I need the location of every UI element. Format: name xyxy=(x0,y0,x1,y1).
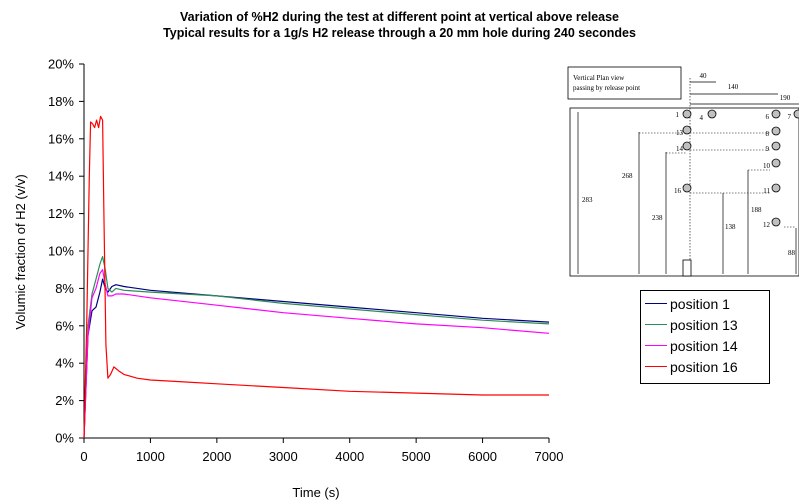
legend-item: position 14 xyxy=(641,335,769,356)
x-axis-title: Time (s) xyxy=(292,485,339,500)
x-tick-label: 7000 xyxy=(535,449,564,464)
dim-label-140: 140 xyxy=(728,83,739,91)
x-axis-ticks: 0 1000 2000 3000 4000 5000 6000 7000 xyxy=(80,438,563,464)
x-tick-label: 6000 xyxy=(468,449,497,464)
chart-subtitle: Typical results for a 1g/s H2 release th… xyxy=(163,26,636,40)
point-label-11: 11 xyxy=(763,187,770,195)
point-label-4: 4 xyxy=(700,114,704,122)
sensor-point-8 xyxy=(771,126,781,136)
dim-label-138: 138 xyxy=(725,223,736,231)
series-line-1 xyxy=(83,278,550,439)
y-tick-label: 14% xyxy=(48,169,74,184)
sensor-point-10 xyxy=(771,158,781,168)
plot-frame xyxy=(83,64,549,439)
sensor-point-4 xyxy=(707,109,717,119)
y-axis-title: Volumic fraction of H2 (v/v) xyxy=(13,174,28,329)
point-label-6: 6 xyxy=(766,113,770,121)
point-label-8: 8 xyxy=(766,130,770,138)
dim-label-88: 88 xyxy=(788,249,796,257)
dim-label-190: 190 xyxy=(780,94,791,102)
release-nozzle xyxy=(682,259,692,277)
x-tick-label: 1000 xyxy=(136,449,165,464)
y-tick-label: 2% xyxy=(55,393,74,408)
sensor-point-6 xyxy=(771,109,781,119)
legend: position 1 position 13 position 14 position… xyxy=(640,290,770,384)
dim-label-40: 40 xyxy=(700,72,708,80)
chart-title-block: Variation of %H2 during the test at diff… xyxy=(0,9,799,41)
chart-title: Variation of %H2 during the test at diff… xyxy=(180,10,619,24)
series-line-3 xyxy=(83,269,550,439)
x-tick-label: 4000 xyxy=(335,449,364,464)
dim-label-268: 268 xyxy=(622,172,633,180)
inset-label-line2: passing by release point xyxy=(573,84,640,92)
y-tick-label: 16% xyxy=(48,131,74,146)
dim-label-283: 283 xyxy=(582,196,593,204)
point-label-16: 16 xyxy=(674,187,682,195)
legend-swatch xyxy=(645,345,667,346)
point-label-7: 7 xyxy=(788,113,792,121)
point-label-10: 10 xyxy=(763,162,771,170)
x-tick-label: 5000 xyxy=(402,449,431,464)
sensor-point-11 xyxy=(771,183,781,193)
x-tick-label: 0 xyxy=(80,449,87,464)
x-tick-label: 3000 xyxy=(269,449,298,464)
sensor-point-12 xyxy=(771,217,781,227)
series-line-2 xyxy=(83,256,550,439)
y-tick-label: 20% xyxy=(48,57,74,72)
series-group xyxy=(83,115,550,439)
legend-label: position 1 xyxy=(670,295,730,312)
legend-swatch xyxy=(645,303,667,304)
y-tick-label: 0% xyxy=(55,431,74,446)
y-axis-ticks: 0% 2% 4% 6% 8% 10% 12% 14% 16% 18% 20% xyxy=(48,57,84,446)
y-tick-label: 6% xyxy=(55,318,74,333)
inset-diagram: Vertical Plan view passing by release po… xyxy=(567,66,799,277)
y-tick-label: 4% xyxy=(55,356,74,371)
point-label-1: 1 xyxy=(676,111,680,119)
legend-item: position 16 xyxy=(641,356,769,377)
y-tick-label: 18% xyxy=(48,94,74,109)
dim-label-238: 238 xyxy=(652,214,663,222)
y-tick-label: 12% xyxy=(48,206,74,221)
dim-label-188: 188 xyxy=(751,206,762,214)
sensor-point-13 xyxy=(682,125,692,135)
legend-label: position 16 xyxy=(670,358,738,375)
point-label-14: 14 xyxy=(676,145,684,153)
x-tick-label: 2000 xyxy=(202,449,231,464)
legend-item: position 13 xyxy=(641,314,769,335)
inset-label-line1: Vertical Plan view xyxy=(573,74,625,82)
legend-label: position 13 xyxy=(670,316,738,333)
sensor-point-7 xyxy=(793,109,799,119)
sensor-point-1 xyxy=(682,109,692,119)
sensor-point-9 xyxy=(771,141,781,151)
y-tick-label: 10% xyxy=(48,244,74,259)
point-label-9: 9 xyxy=(766,145,770,153)
legend-label: position 14 xyxy=(670,337,738,354)
sensor-point-14 xyxy=(682,141,692,151)
legend-swatch xyxy=(645,366,667,367)
point-label-12: 12 xyxy=(763,221,771,229)
legend-item: position 1 xyxy=(641,293,769,314)
y-tick-label: 8% xyxy=(55,281,74,296)
inset-label-box xyxy=(567,66,682,100)
legend-swatch xyxy=(645,324,667,325)
sensor-point-16 xyxy=(682,183,692,193)
series-line-4 xyxy=(83,115,549,439)
point-label-13: 13 xyxy=(676,129,684,137)
